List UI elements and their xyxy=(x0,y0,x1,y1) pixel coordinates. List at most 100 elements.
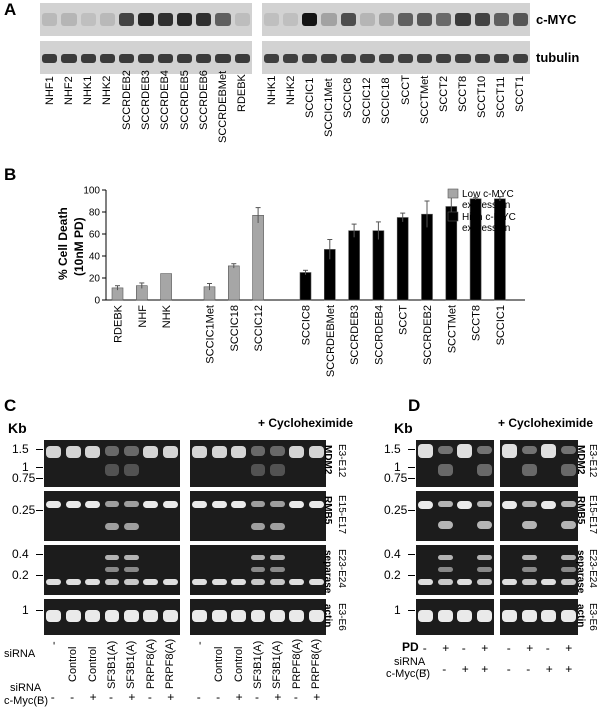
tubulin-band xyxy=(234,54,250,63)
x-tick-label: SCCRDEB3 xyxy=(349,305,361,365)
kb-tick-mark xyxy=(36,610,43,611)
gel-row-1 xyxy=(500,491,578,541)
tubulin-band xyxy=(340,54,356,63)
gel-row-2 xyxy=(416,545,494,595)
gel-band xyxy=(162,610,178,622)
myc-band xyxy=(340,13,356,26)
tubulin-band xyxy=(417,54,433,63)
kb-tick-label: 0.2 xyxy=(384,568,401,582)
gel-band xyxy=(521,555,537,560)
gel-band xyxy=(560,464,576,476)
pd-sign: + xyxy=(481,641,489,655)
myc-band xyxy=(302,13,318,26)
gel-band xyxy=(418,579,434,585)
gel-row-3 xyxy=(44,599,180,635)
y-tick-label: 60 xyxy=(89,230,101,241)
gel-band xyxy=(231,579,246,585)
kb-tick-mark xyxy=(36,478,43,479)
pd-sign: + xyxy=(442,641,450,655)
gel-band xyxy=(250,446,266,456)
gel-band xyxy=(250,523,266,530)
tubulin-band xyxy=(493,54,509,63)
x-tick-label: SCCTMet xyxy=(446,305,458,353)
myc-sign: - xyxy=(109,690,113,704)
panel-label-d: D xyxy=(408,396,421,415)
x-tick-label: SCCIC12 xyxy=(253,305,265,351)
sirna-lane-label: Control xyxy=(232,646,245,683)
myc-band xyxy=(196,13,212,26)
tubulin-band xyxy=(512,54,528,63)
kb-tick-label: 1 xyxy=(22,603,29,617)
gel-band xyxy=(270,579,285,585)
myc-sign: + xyxy=(565,662,573,676)
tubulin-band xyxy=(378,54,394,63)
kb-tick-mark xyxy=(408,610,415,611)
x-tick-label: SCCIC1Met xyxy=(205,305,217,364)
gel-band xyxy=(289,446,305,458)
pd-sign: - xyxy=(545,641,550,655)
gel-band xyxy=(437,501,453,507)
kb-tick-mark xyxy=(408,478,415,479)
gel-band xyxy=(250,567,266,572)
kb-tick-label: 0.4 xyxy=(12,547,29,561)
gel-band xyxy=(211,579,227,585)
tubulin-band xyxy=(157,54,173,63)
gel-band xyxy=(308,579,324,585)
gel-band xyxy=(65,579,81,585)
bar xyxy=(228,265,240,301)
gel-band xyxy=(143,579,159,585)
myc-sign: + xyxy=(89,690,97,704)
exon-label: E15-E17 xyxy=(587,495,598,534)
gel-band xyxy=(476,567,492,572)
pd-sign: - xyxy=(461,641,466,655)
tubulin-band xyxy=(321,54,337,63)
panel-d-cycloheximide-label: + Cycloheximide xyxy=(498,416,594,430)
sirna-lane-label: PRPF8(A) xyxy=(164,638,177,689)
y-tick-label: 40 xyxy=(89,252,101,263)
myc-band xyxy=(264,13,280,26)
gel-band xyxy=(476,555,492,560)
panel-label-b: B xyxy=(4,165,17,184)
gel-row-3 xyxy=(500,599,578,635)
myc-band xyxy=(474,13,490,26)
gel-band xyxy=(437,555,453,560)
myc-band xyxy=(42,13,58,26)
gel-band xyxy=(437,567,453,572)
gel-band xyxy=(521,579,537,585)
gel-band xyxy=(270,567,285,572)
myc-sign: - xyxy=(526,662,531,676)
y-tick-label: 80 xyxy=(89,208,101,219)
sirna-label: siRNA xyxy=(394,656,426,668)
gel-band xyxy=(560,610,576,622)
panel-c-cycloheximide-label: + Cycloheximide xyxy=(258,416,354,430)
tubulin-band xyxy=(99,54,116,63)
tubulin-band xyxy=(80,54,96,63)
kb-tick-label: 1.5 xyxy=(12,442,29,456)
kb-tick-mark xyxy=(408,554,415,555)
gel-band xyxy=(521,521,537,529)
gel-band xyxy=(143,501,159,508)
gel-band xyxy=(143,446,159,458)
gel-band xyxy=(124,446,139,456)
myc-band xyxy=(436,13,452,26)
gene-label: separase xyxy=(575,550,586,594)
gel-band xyxy=(85,610,100,622)
tubulin-band xyxy=(119,54,135,63)
gel-band xyxy=(457,501,473,509)
myc-band xyxy=(398,13,414,26)
x-tick-label: RDEBK xyxy=(113,304,125,343)
kb-tick-label: 1.5 xyxy=(384,442,401,456)
gel-row-3 xyxy=(416,599,494,635)
gel-band xyxy=(124,464,139,476)
gel-band xyxy=(308,501,324,508)
y-tick-label: 0 xyxy=(94,296,100,307)
gel-band xyxy=(46,501,62,508)
sirna-lane-label: SF3B1(A) xyxy=(106,640,118,689)
myc-sign: + xyxy=(235,690,243,704)
gel-band xyxy=(104,501,120,507)
sirna-lane-label: SF3B1(A) xyxy=(125,640,138,689)
gel-band xyxy=(231,446,246,458)
tubulin-blot-left xyxy=(40,41,252,74)
gel-band xyxy=(270,610,285,622)
gel-band xyxy=(85,501,100,508)
